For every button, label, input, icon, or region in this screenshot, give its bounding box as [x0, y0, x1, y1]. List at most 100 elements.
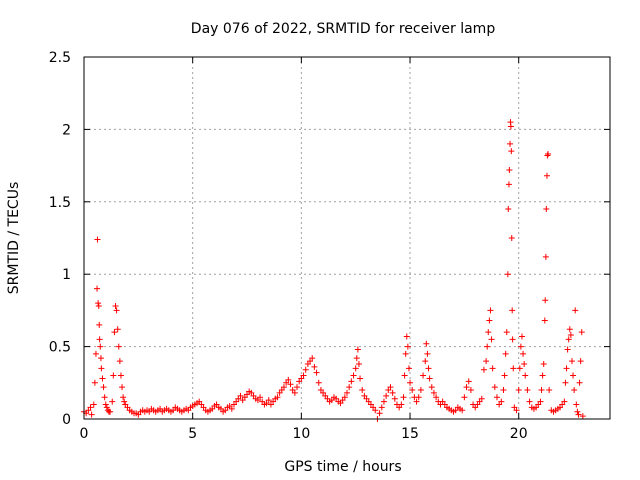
- data-point: [121, 398, 128, 405]
- y-tick-label: 2.5: [49, 50, 71, 66]
- data-point: [350, 372, 357, 379]
- data-point: [504, 271, 511, 278]
- data-point: [426, 375, 433, 382]
- data-point: [101, 394, 108, 401]
- data-point: [546, 387, 553, 394]
- data-point: [467, 387, 474, 394]
- data-point: [542, 297, 549, 304]
- data-point: [563, 365, 570, 372]
- data-point: [505, 181, 512, 188]
- y-tick-label: 2: [62, 122, 71, 138]
- data-point: [577, 358, 584, 365]
- data-point: [228, 405, 235, 412]
- data-point: [116, 358, 123, 365]
- data-point: [420, 372, 427, 379]
- data-point: [506, 166, 513, 173]
- data-point: [463, 384, 470, 391]
- data-point: [280, 384, 287, 391]
- data-point: [102, 401, 109, 408]
- data-point: [417, 387, 424, 394]
- data-point: [372, 407, 379, 414]
- y-tick-label: 1.5: [49, 195, 71, 211]
- data-point: [309, 355, 316, 362]
- data-point: [538, 387, 545, 394]
- data-point: [483, 358, 490, 365]
- data-point: [404, 343, 411, 350]
- data-point: [485, 329, 492, 336]
- data-point: [120, 394, 127, 401]
- data-point: [430, 389, 437, 396]
- y-tick-label: 0: [62, 412, 71, 428]
- data-point: [111, 329, 118, 336]
- data-point: [540, 360, 547, 367]
- data-point: [287, 381, 294, 388]
- data-point: [508, 235, 515, 241]
- data-point: [565, 336, 572, 343]
- data-point: [461, 394, 468, 401]
- data-point: [96, 336, 103, 343]
- data-point: [572, 307, 579, 314]
- data-point: [564, 346, 571, 353]
- data-point: [115, 343, 122, 350]
- data-point: [507, 123, 514, 130]
- data-point: [487, 307, 494, 314]
- data-point: [348, 378, 355, 385]
- x-axis-label: GPS time / hours: [284, 459, 401, 475]
- data-point: [117, 372, 124, 379]
- data-point: [545, 151, 552, 158]
- data-point: [413, 398, 420, 405]
- data-point: [543, 206, 550, 213]
- data-point: [561, 398, 568, 405]
- data-point: [570, 372, 577, 379]
- y-tick-label: 1: [62, 267, 71, 283]
- data-point: [503, 329, 510, 336]
- data-point: [489, 365, 496, 372]
- data-point: [537, 398, 544, 405]
- data-point: [237, 392, 244, 399]
- data-point: [380, 398, 387, 405]
- data-point: [524, 387, 531, 394]
- y-axis-label: SRMTID / TECUs: [6, 182, 22, 295]
- data-point: [576, 379, 583, 386]
- data-point: [113, 307, 120, 314]
- data-point: [486, 317, 493, 324]
- data-point: [91, 379, 98, 386]
- data-point: [543, 172, 550, 179]
- data-point: [95, 300, 102, 307]
- data-point: [415, 394, 422, 401]
- y-tick-label: 0.5: [49, 340, 71, 356]
- data-point: [433, 394, 440, 401]
- grid: [84, 57, 610, 419]
- data-point: [520, 350, 527, 357]
- data-point: [578, 329, 585, 336]
- data-point: [107, 408, 114, 415]
- data-point: [505, 206, 512, 213]
- x-tick-label: 0: [80, 426, 89, 442]
- data-point: [274, 394, 281, 401]
- data-point: [522, 372, 529, 379]
- data-point: [257, 394, 264, 401]
- data-point: [571, 387, 578, 394]
- data-point: [575, 411, 582, 418]
- data-point: [103, 404, 110, 411]
- data-point: [109, 398, 116, 405]
- data-point: [95, 303, 102, 310]
- data-point: [114, 326, 121, 333]
- data-point: [401, 372, 408, 379]
- data-point: [403, 333, 410, 340]
- data-point: [405, 365, 412, 372]
- data-point: [97, 355, 104, 362]
- data-point: [491, 384, 498, 391]
- data-point: [423, 340, 430, 347]
- data-point: [387, 384, 394, 391]
- data-point: [98, 365, 105, 372]
- data-point: [422, 358, 429, 365]
- data-point: [568, 358, 575, 365]
- data-point: [383, 392, 390, 399]
- data-point: [346, 384, 353, 391]
- data-point: [294, 384, 301, 391]
- data-point: [355, 360, 362, 367]
- data-point: [509, 307, 516, 314]
- data-point: [509, 336, 516, 343]
- data-point: [424, 350, 431, 357]
